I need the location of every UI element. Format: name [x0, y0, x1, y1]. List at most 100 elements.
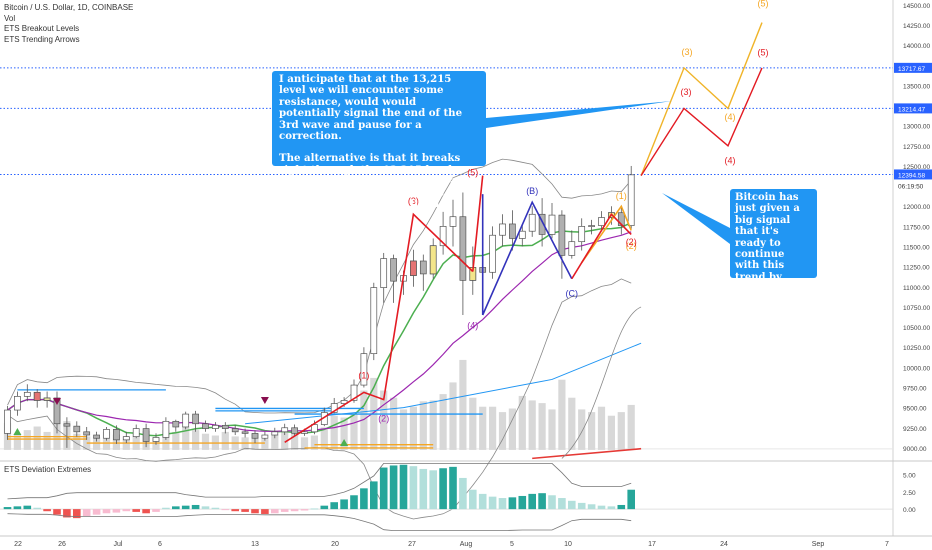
volume-bar — [360, 390, 368, 450]
price-tick-label: 9750.00 — [903, 385, 927, 392]
candle-body — [281, 427, 289, 433]
candle-body — [459, 216, 467, 281]
price-tick-label: 12750.00 — [903, 144, 930, 151]
volume-bar — [588, 412, 596, 450]
time-tick-label: 26 — [58, 541, 66, 548]
volume-bar — [597, 406, 606, 450]
osc-bar — [498, 498, 507, 510]
volume-bar — [380, 390, 388, 450]
volume-bar — [192, 430, 200, 450]
price-tick-label: 12500.00 — [903, 164, 930, 171]
osc-bar — [142, 509, 150, 514]
breakout-note-paragraph: Bitcoin has just given a big signal that… — [735, 192, 808, 306]
time-tick-label: 22 — [14, 541, 22, 548]
price-label-text: 12394.58 — [898, 172, 925, 179]
wave-label: (5) — [758, 0, 769, 8]
time-tick-label: 20 — [331, 541, 339, 548]
wave-label: (4) — [467, 321, 478, 331]
candle-body — [14, 396, 21, 411]
volume-bar — [399, 409, 408, 450]
osc-bar — [112, 509, 121, 513]
volume-bar — [330, 415, 338, 450]
volume-bar — [33, 426, 41, 450]
volume-bar — [310, 435, 318, 450]
osc-bar — [518, 495, 527, 510]
volume-bar — [429, 400, 437, 450]
time-tick-label: 13 — [251, 541, 259, 548]
osc-bar — [92, 509, 101, 515]
volume-bar — [182, 426, 190, 450]
resistance-note: I anticipate that at the 13,215 level we… — [272, 71, 486, 210]
wave-label: (2) — [378, 413, 389, 423]
candle-body — [588, 225, 595, 227]
price-tick-label: 14250.00 — [903, 23, 930, 30]
time-tick-label: 24 — [720, 541, 728, 548]
study-breakout-levels[interactable]: ETS Breakout Levels — [4, 24, 80, 33]
osc-bar — [280, 509, 289, 512]
trend-arrow-up — [340, 439, 349, 446]
osc-bar — [330, 502, 338, 510]
osc-bar — [201, 506, 210, 510]
study-trending-arrows[interactable]: ETS Trending Arrows — [4, 34, 80, 44]
study-vol[interactable]: Vol — [4, 13, 16, 23]
price-tick-label: 11500.00 — [903, 245, 930, 252]
time-tick-label: 10 — [564, 541, 572, 548]
osc-bar — [548, 495, 556, 510]
volume-bar — [498, 412, 507, 450]
wave-label: (C) — [566, 288, 579, 298]
volume-bar — [528, 400, 536, 450]
ma-green — [7, 221, 632, 437]
osc-envelope-lower — [7, 513, 632, 531]
candle-body — [271, 431, 279, 436]
price-tick-label: 10250.00 — [903, 345, 930, 352]
osc-bar — [340, 499, 348, 510]
osc-bar — [73, 509, 81, 519]
wave-label: (1) — [616, 191, 627, 201]
price-tick-label: 9250.00 — [903, 426, 927, 433]
trend-arrow-up — [13, 428, 22, 435]
osc-bar — [132, 509, 140, 512]
price-tick-label: 10500.00 — [903, 325, 930, 332]
osc-bar — [508, 497, 517, 510]
candle-body — [23, 391, 31, 397]
osc-bar — [459, 477, 467, 510]
volume-bar — [43, 431, 51, 450]
osc-bar — [23, 505, 32, 510]
candle-body — [73, 425, 81, 433]
osc-bar — [43, 509, 51, 512]
volume-bar — [518, 395, 526, 450]
candle-body — [509, 223, 516, 239]
candle-body — [370, 287, 378, 355]
osc-bar — [478, 493, 487, 510]
candle-body — [241, 431, 249, 434]
volume-bar — [439, 394, 447, 450]
osc-bar — [587, 504, 596, 510]
price-tick-label: 10750.00 — [903, 305, 930, 312]
wave-red-sub — [571, 213, 632, 280]
osc-bar — [231, 509, 239, 512]
symbol-title: Bitcoin / U.S. Dollar, 1D, COINBASE — [4, 3, 134, 12]
volume-bar — [340, 417, 348, 450]
candle-body — [360, 353, 368, 386]
volume-bar — [221, 431, 229, 450]
time-tick-label: Aug — [460, 541, 473, 548]
wave-label: (4) — [725, 112, 736, 122]
osc-bar — [33, 507, 41, 510]
candle-body — [172, 420, 180, 428]
trend-arrow-down — [260, 397, 269, 404]
wave-label: (3) — [681, 87, 692, 97]
volume-bar — [578, 409, 586, 450]
osc-bar — [439, 468, 447, 510]
osc-bar — [409, 466, 418, 510]
osc-bar — [538, 493, 546, 510]
price-tick-label: 9500.00 — [903, 406, 927, 413]
wave-orange-projection — [640, 22, 763, 176]
candle-body — [212, 425, 219, 429]
volume-bar — [300, 437, 309, 450]
volume-bar — [132, 432, 140, 450]
candle-body — [548, 214, 556, 235]
osc-bar — [568, 500, 576, 510]
candle-body — [419, 260, 427, 275]
osc-bar — [389, 465, 398, 510]
osc-bar — [181, 505, 190, 510]
